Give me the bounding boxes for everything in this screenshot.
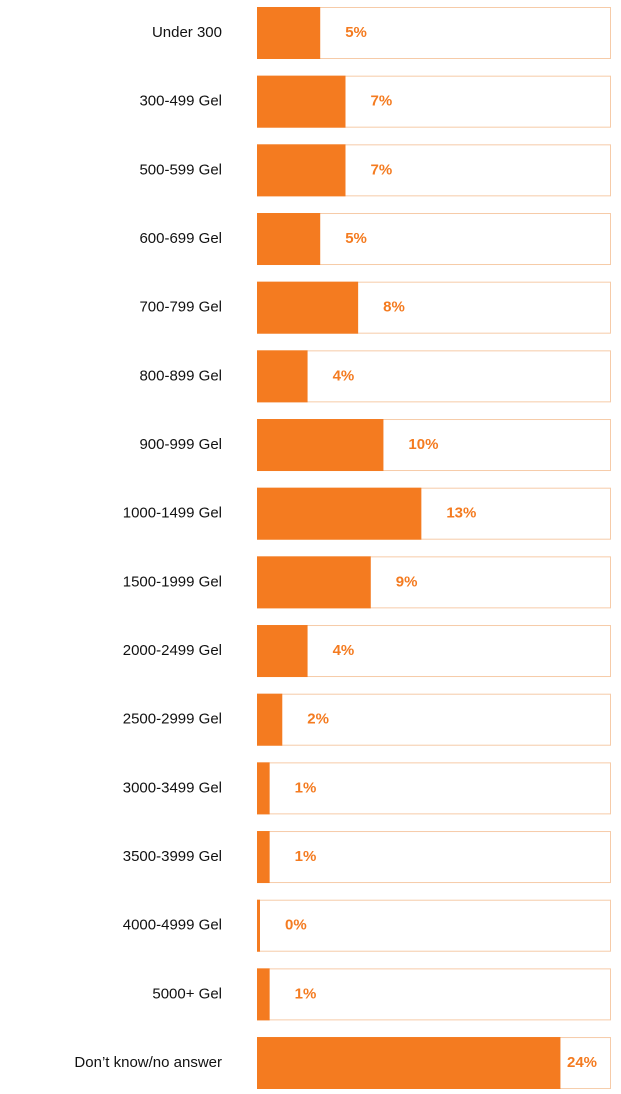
bar-track — [257, 968, 611, 1021]
category-label: 800-899 Gel — [139, 367, 222, 384]
category-label: Don’t know/no answer — [74, 1054, 222, 1071]
value-label: 1% — [295, 779, 317, 796]
category-label: 600-699 Gel — [139, 230, 222, 247]
category-label: 2500-2999 Gel — [123, 711, 222, 728]
category-label: 500-599 Gel — [139, 161, 222, 178]
bar — [257, 75, 346, 128]
category-label: Under 300 — [152, 24, 222, 41]
bar-track — [257, 899, 611, 952]
bar-track — [257, 762, 611, 815]
category-label: 4000-4999 Gel — [123, 917, 222, 934]
value-label: 7% — [371, 161, 393, 178]
category-label: 5000+ Gel — [152, 985, 222, 1002]
value-label: 24% — [567, 1054, 597, 1071]
value-label: 4% — [333, 642, 355, 659]
bar-track — [257, 350, 611, 403]
value-label: 2% — [307, 711, 329, 728]
bar — [257, 487, 422, 540]
bar — [257, 556, 371, 609]
value-label: 5% — [345, 24, 367, 41]
category-label: 1500-1999 Gel — [123, 573, 222, 590]
bar — [257, 281, 359, 334]
value-label: 9% — [396, 573, 418, 590]
bar — [257, 693, 283, 746]
value-label: 7% — [371, 93, 393, 110]
category-label: 3500-3999 Gel — [123, 848, 222, 865]
bar — [257, 762, 270, 815]
bar — [257, 7, 321, 59]
category-label: 2000-2499 Gel — [123, 642, 222, 659]
bar — [257, 144, 346, 197]
bar-track — [257, 831, 611, 884]
value-label: 4% — [333, 367, 355, 384]
bar — [257, 1037, 561, 1090]
value-label: 8% — [383, 299, 405, 316]
bar — [257, 213, 321, 266]
value-label: 5% — [345, 230, 367, 247]
category-label: 700-799 Gel — [139, 299, 222, 316]
bar — [257, 625, 308, 678]
category-label: 1000-1499 Gel — [123, 505, 222, 522]
value-label: 10% — [408, 436, 438, 453]
category-label: 3000-3499 Gel — [123, 779, 222, 796]
bar — [257, 831, 270, 884]
bar — [257, 899, 260, 952]
bar-track — [257, 625, 611, 678]
bar — [257, 419, 384, 472]
value-label: 0% — [285, 917, 307, 934]
value-label: 1% — [295, 985, 317, 1002]
bar — [257, 350, 308, 403]
value-label: 1% — [295, 848, 317, 865]
category-label: 900-999 Gel — [139, 436, 222, 453]
category-label: 300-499 Gel — [139, 93, 222, 110]
bar — [257, 968, 270, 1021]
value-label: 13% — [446, 505, 476, 522]
